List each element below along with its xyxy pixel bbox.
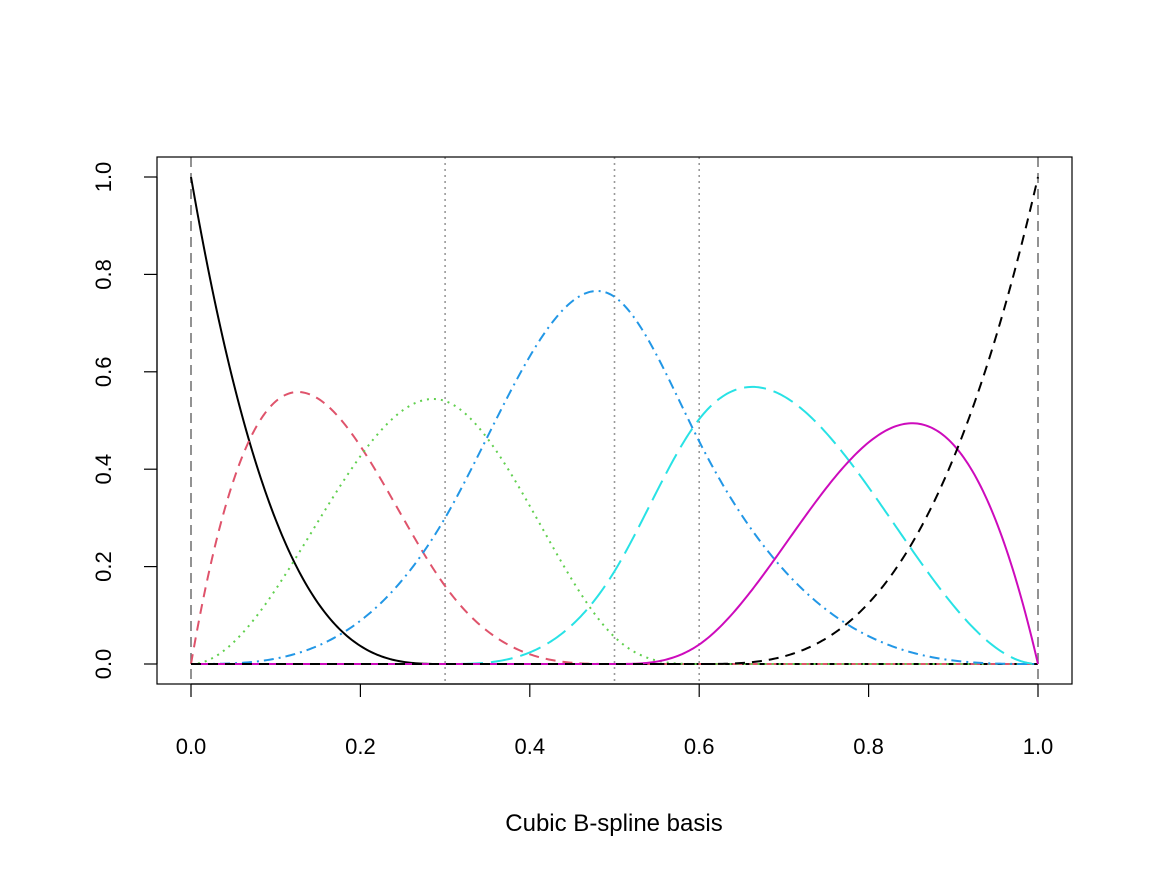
y-tick-label: 0.4 [91,454,116,485]
x-tick-label: 0.2 [345,734,376,759]
y-tick-label: 0.8 [91,259,116,290]
basis-curves [190,176,1039,665]
y-tick-label: 0.0 [91,649,116,680]
y-tick-label: 0.2 [91,551,116,582]
knot-lines [190,157,1039,684]
basis-curve-4 [191,289,1038,665]
y-axis: 0.0 0.2 0.4 0.6 0.8 1.0 [91,162,158,680]
basis-curve-7 [191,176,1039,665]
basis-curve-3 [190,397,1038,665]
x-axis-label: Cubic B-spline basis [505,810,722,837]
x-tick-label: 0.4 [515,734,546,759]
y-tick-label: 1.0 [91,162,116,193]
y-tick-label: 0.6 [91,357,116,388]
basis-curve-2 [190,391,1038,665]
x-axis: 0.0 0.2 0.4 0.6 0.8 1.0 [176,683,1054,759]
x-tick-label: 1.0 [1023,734,1054,759]
x-tick-label: 0.8 [853,734,884,759]
x-tick-label: 0.0 [176,734,207,759]
x-tick-label: 0.6 [684,734,715,759]
